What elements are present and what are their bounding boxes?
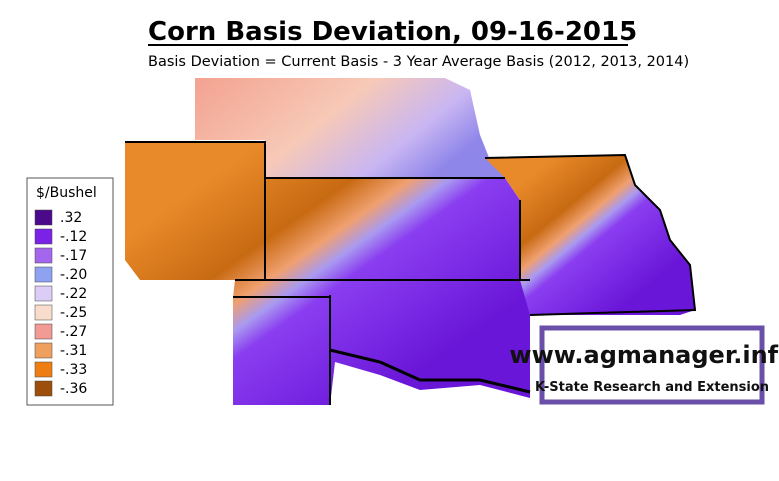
legend-label: -.27 xyxy=(60,324,87,340)
legend-swatch xyxy=(34,266,53,283)
legend-swatch xyxy=(34,247,53,264)
legend-label: -.31 xyxy=(60,343,87,359)
legend-label: -.25 xyxy=(60,305,87,321)
watermark-url: www.agmanager.info xyxy=(509,341,779,369)
legend-label: -.33 xyxy=(60,362,87,378)
legend-swatch xyxy=(34,228,53,245)
watermark-box xyxy=(539,325,765,405)
legend-swatch xyxy=(34,304,53,321)
legend-label: -.20 xyxy=(60,267,87,283)
legend-swatch xyxy=(34,323,53,340)
legend-swatch xyxy=(34,342,53,359)
legend-title: $/Bushel xyxy=(36,185,97,201)
map xyxy=(125,78,697,405)
legend-swatch xyxy=(34,361,53,378)
title: Corn Basis Deviation, 09-16-2015 xyxy=(148,17,637,47)
legend-label: -.12 xyxy=(60,229,87,245)
legend-label: .32 xyxy=(60,210,82,226)
subtitle: Basis Deviation = Current Basis - 3 Year… xyxy=(148,54,689,70)
legend-label: -.36 xyxy=(60,381,87,397)
legend-swatch xyxy=(34,380,53,397)
legend-label: -.17 xyxy=(60,248,87,264)
legend-swatch xyxy=(34,285,53,302)
legend-items: .32 -.12 -.17 -.20 -.22 -.25 -.27 -.31 -.33 -.36 xyxy=(34,209,87,397)
legend-swatch xyxy=(34,209,53,226)
legend-label: -.22 xyxy=(60,286,87,302)
watermark-org: K-State Research and Extension xyxy=(535,380,769,395)
